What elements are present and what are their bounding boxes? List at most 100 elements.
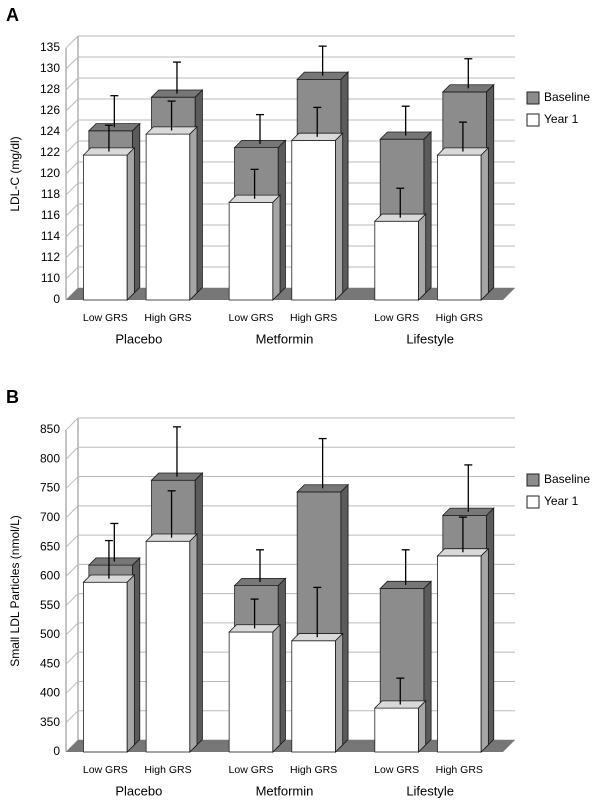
group-label: Placebo [115,331,162,346]
y-tick-label: 116 [41,208,60,222]
y-tick-label: 122 [40,145,60,159]
y-tick-label: 500 [40,627,60,641]
bar [228,201,274,301]
y-tick-label: 350 [40,715,60,729]
bar [145,540,191,753]
grid-line [65,505,79,519]
x-tick-label: High GRS [290,764,337,776]
x-tick-label: Low GRS [83,764,128,776]
grid-line [65,119,79,133]
y-tick-label: 800 [40,451,60,465]
grid-line [65,622,79,636]
panel-label: B [6,387,19,407]
group-label: Lifestyle [406,783,454,798]
legend-swatch [526,113,540,127]
grid-line [65,651,79,665]
bar-side [189,125,198,301]
grid-line [65,224,79,238]
x-tick-label: Low GRS [229,312,274,324]
y-tick-label: 112 [41,250,60,264]
group-label: Metformin [256,331,314,346]
bar-side [335,132,344,301]
grid-line [65,182,79,196]
grid-line [65,564,79,577]
bar-side [480,547,489,753]
x-tick-label: Low GRS [83,312,128,324]
grid-line [65,203,79,217]
bar-side [272,623,281,753]
grid-line [65,476,79,489]
x-tick-label: High GRS [436,312,483,324]
bar [291,139,336,301]
legend-swatch [526,91,540,105]
grid-line [65,681,79,694]
y-tick-label: 118 [41,187,60,201]
y-tick-label: 126 [40,103,60,117]
y-tick-label: 450 [40,656,60,670]
x-tick-label: Low GRS [374,312,419,324]
y-tick-label: 124 [40,124,60,138]
grid-line [65,266,79,280]
grid-line [65,417,79,431]
grid-line [65,446,79,460]
y-axis-label: LDL-C (mg/dl) [8,136,22,211]
bar-side [335,632,344,753]
y-tick-label: 0 [53,292,60,306]
bar [83,581,128,753]
bar-side [418,213,427,301]
bar-side [272,194,281,301]
bar [374,220,419,301]
y-tick-label: 135 [40,40,60,54]
x-tick-label: High GRS [290,312,337,324]
y-tick-label: 114 [41,229,60,243]
y-tick-label: 120 [40,166,60,180]
grid-line [65,245,79,259]
group-label: Lifestyle [406,331,454,346]
group-label: Placebo [115,783,162,798]
x-tick-label: High GRS [436,764,483,776]
grid-line [65,77,79,91]
y-tick-label: 550 [40,598,60,612]
grid-line [65,593,79,606]
grid-line [65,56,79,70]
bar-side [126,146,135,301]
bar [228,631,274,753]
y-tick-label: 850 [40,422,60,436]
grid-line [65,98,79,112]
bar-side [189,533,198,753]
y-tick-label: 750 [40,481,60,495]
legend-swatch [526,495,540,509]
y-tick-label: 130 [40,61,60,75]
grid-line [65,534,79,548]
y-tick-label: 650 [40,539,60,553]
grid-line [65,140,79,154]
bar [145,133,191,301]
x-tick-label: High GRS [144,764,191,776]
grid-line [65,35,79,49]
legend-label: Baseline [544,472,590,486]
y-tick-label: 600 [40,569,60,583]
bar-side [418,699,427,753]
y-tick-label: 400 [40,686,60,700]
legend-label: Year 1 [544,494,579,508]
y-tick-label: 0 [53,744,60,758]
group-label: Metformin [256,783,314,798]
y-axis-label: Small LDL Particles (nmol/L) [8,515,22,667]
y-tick-label: 128 [40,82,60,96]
bar [291,640,336,753]
legend-swatch [526,473,540,487]
bar-side [480,146,489,301]
bar [374,707,419,753]
bar [83,154,128,301]
x-tick-label: Low GRS [229,764,274,776]
legend-label: Baseline [544,90,590,104]
y-tick-label: 110 [41,271,60,285]
panel-label: A [6,5,19,25]
bar-side [126,574,135,753]
legend-label: Year 1 [544,112,579,126]
bar [437,555,482,753]
bar [437,154,482,301]
grid-line [65,161,79,175]
x-tick-label: High GRS [144,312,191,324]
